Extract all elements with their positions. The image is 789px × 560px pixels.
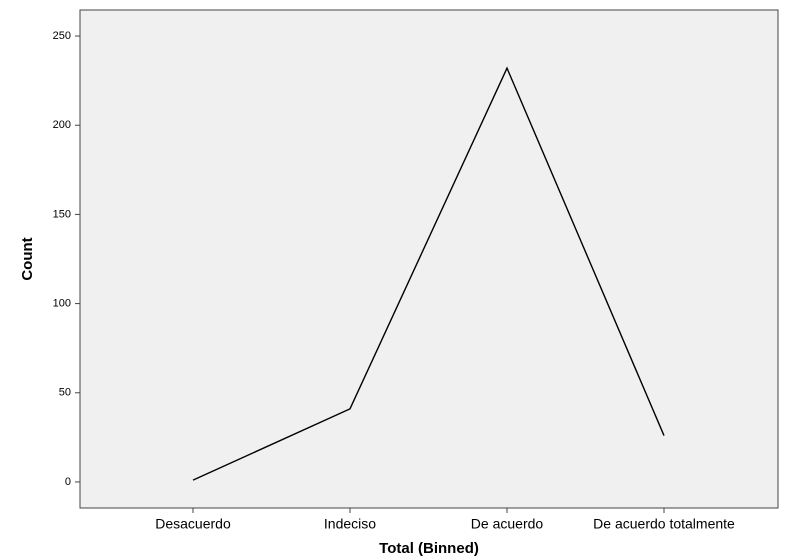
y-tick-label: 150: [53, 208, 71, 220]
plot-area: [79, 9, 779, 509]
y-tick-label: 250: [53, 30, 71, 42]
x-tick-label: De acuerdo: [471, 516, 544, 532]
x-tick-label: Indeciso: [324, 516, 376, 532]
y-axis-title: Count: [19, 237, 36, 280]
y-tick-label: 0: [65, 476, 71, 488]
x-tick-label: Desacuerdo: [155, 516, 231, 532]
x-axis-title: Total (Binned): [379, 540, 479, 557]
y-tick-label: 100: [53, 297, 71, 309]
y-tick-label: 200: [53, 119, 71, 131]
y-tick-label: 50: [59, 387, 71, 399]
x-tick-label: De acuerdo totalmente: [593, 516, 735, 532]
data-line: [192, 66, 665, 481]
